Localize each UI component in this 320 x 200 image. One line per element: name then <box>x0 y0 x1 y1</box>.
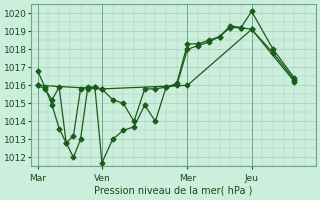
X-axis label: Pression niveau de la mer( hPa ): Pression niveau de la mer( hPa ) <box>94 186 253 196</box>
